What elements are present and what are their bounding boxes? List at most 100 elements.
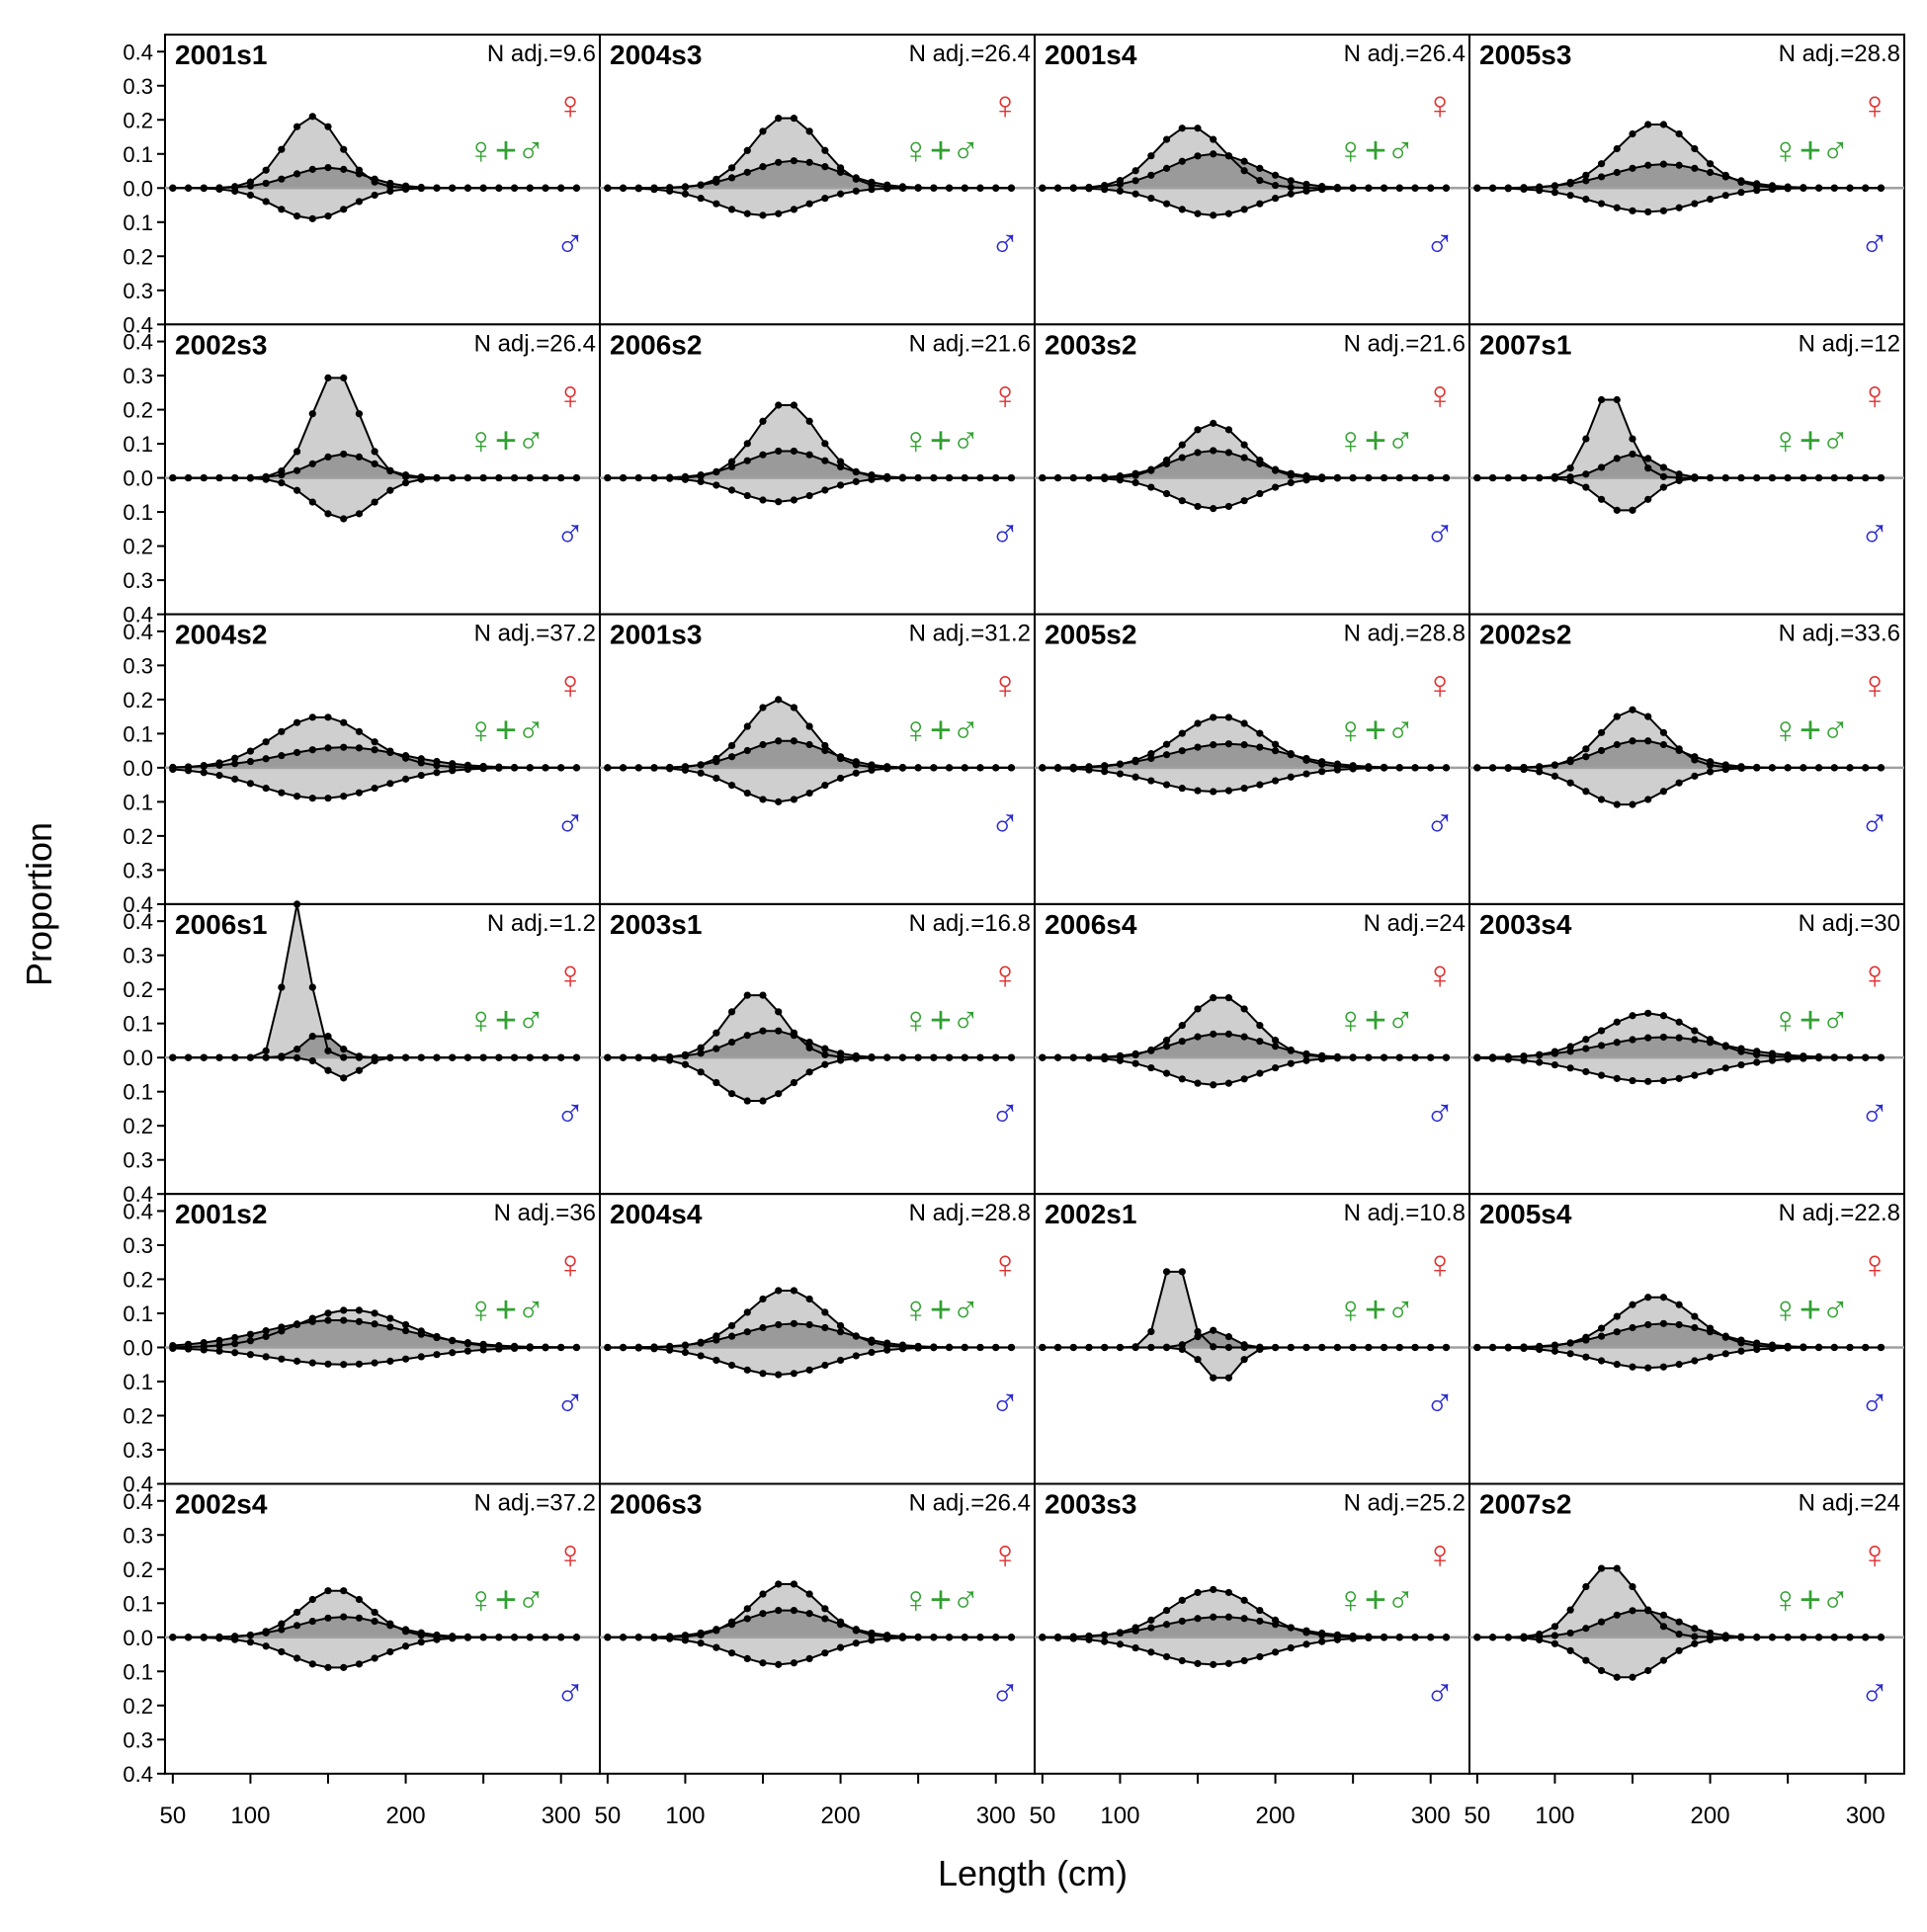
- panel-title: 2005s2: [1045, 620, 1136, 650]
- total-line-point: [1691, 1633, 1699, 1640]
- female-line-point: [868, 178, 876, 186]
- male-line-point: [1644, 1364, 1652, 1372]
- male-line-point: [1830, 1634, 1838, 1641]
- total-line-point: [712, 1029, 720, 1037]
- total-line-point: [1224, 994, 1233, 1002]
- total-line-point: [759, 704, 767, 712]
- male-line-point: [836, 1643, 845, 1651]
- y-tick-label: 0.2: [123, 108, 153, 132]
- panel-title: 2002s3: [175, 329, 267, 360]
- total-line-point: [1582, 171, 1590, 179]
- total-line-point: [1675, 1018, 1683, 1026]
- total-line-point: [231, 1340, 239, 1348]
- male-line-point: [1131, 773, 1139, 781]
- male-line-point: [650, 1345, 658, 1353]
- total-line-point: [775, 1580, 783, 1588]
- female-line-point: [200, 1339, 208, 1347]
- female-line-point: [355, 1317, 364, 1325]
- male-line-point: [1411, 184, 1419, 192]
- total-line-point: [1178, 441, 1186, 449]
- male-line-point: [976, 1343, 984, 1352]
- male-line-point: [262, 1642, 270, 1650]
- male-line-point: [992, 1053, 1000, 1061]
- n-adj-label: N adj.=12: [1799, 330, 1900, 357]
- male-line-point: [1566, 779, 1574, 787]
- male-line-point: [1178, 206, 1186, 213]
- female-line-point: [1178, 1617, 1186, 1626]
- panel-2001s4: 2001s4 N adj.=26.4 ♀ ♀+♂ ♂: [1034, 34, 1470, 326]
- total-line-point: [340, 1587, 348, 1595]
- female-symbol: ♀: [1425, 1243, 1455, 1287]
- male-line-point: [1053, 184, 1062, 192]
- female-line-point: [1116, 760, 1125, 768]
- y-tick-label: 0.4: [123, 603, 153, 628]
- y-tick-label: 0.3: [123, 364, 153, 388]
- female-line-point: [1691, 1036, 1699, 1044]
- female-line-point: [790, 1032, 798, 1040]
- n-adj-label: N adj.=24: [1799, 1490, 1900, 1517]
- female-line-point: [1629, 450, 1636, 459]
- male-line-point: [1536, 474, 1544, 482]
- male-line-point: [308, 1660, 316, 1668]
- male-line-point: [1256, 1652, 1264, 1661]
- male-line-point: [868, 186, 876, 194]
- male-line-point: [1053, 1053, 1062, 1061]
- male-area: [607, 767, 1012, 802]
- male-line-point: [634, 1053, 642, 1062]
- male-line-point: [1768, 473, 1777, 482]
- total-area: [1476, 125, 1882, 189]
- female-line-point: [1101, 762, 1109, 770]
- female-symbol: ♀: [1860, 374, 1889, 417]
- female-line-point: [479, 1340, 487, 1348]
- n-adj-label: N adj.=24: [1364, 910, 1466, 937]
- male-line-point: [821, 1649, 829, 1657]
- female-line-point: [697, 181, 705, 189]
- combined-symbol: ♀+♂: [1771, 420, 1849, 462]
- total-line-point: [1644, 713, 1652, 720]
- male-line-point: [976, 1634, 984, 1641]
- y-tick-label: 0.1: [123, 1659, 153, 1684]
- total-line-point: [1240, 167, 1248, 175]
- male-line-point: [510, 184, 519, 192]
- male-line-point: [1069, 184, 1077, 193]
- male-line-point: [1442, 1053, 1451, 1061]
- male-line-point: [401, 1642, 410, 1650]
- male-line-point: [945, 764, 954, 772]
- female-line-point: [852, 758, 860, 766]
- total-line-point: [1582, 745, 1590, 753]
- male-area: [1476, 1637, 1882, 1678]
- x-tick-label: 50: [1465, 1803, 1491, 1829]
- y-tick-label: 0.0: [123, 1626, 153, 1650]
- y-tick-label: 0.1: [123, 500, 153, 525]
- male-line-point: [1147, 195, 1155, 203]
- male-line-point: [340, 793, 348, 800]
- total-area: [607, 995, 1012, 1058]
- female-line-point: [1302, 754, 1310, 763]
- male-line-point: [231, 1636, 239, 1643]
- female-line-point: [246, 1330, 255, 1338]
- male-line-point: [1271, 195, 1280, 203]
- female-line-point: [868, 761, 876, 769]
- total-area: [1042, 127, 1447, 189]
- female-line-point: [712, 758, 720, 766]
- male-line-point: [510, 473, 519, 482]
- female-line-point: [868, 1336, 876, 1344]
- male-line-point: [976, 764, 984, 772]
- male-line-point: [945, 473, 954, 482]
- total-line-point: [743, 146, 751, 154]
- male-line-point: [1520, 1056, 1528, 1064]
- male-line-point: [1582, 1067, 1590, 1076]
- male-line-point: [433, 184, 441, 192]
- male-line-point: [510, 1344, 519, 1353]
- y-tick-label: 0.4: [123, 40, 153, 64]
- female-line-point: [790, 737, 798, 745]
- male-line-point: [293, 793, 301, 800]
- total-line-point: [1131, 167, 1139, 175]
- male-line-point: [1504, 764, 1512, 773]
- male-line-point: [200, 1346, 208, 1354]
- total-line-point: [805, 417, 813, 425]
- y-tick-label: 0.0: [123, 176, 153, 201]
- female-line-point: [386, 1323, 394, 1331]
- male-line-point: [1380, 1634, 1388, 1641]
- male-line-point: [1318, 186, 1326, 194]
